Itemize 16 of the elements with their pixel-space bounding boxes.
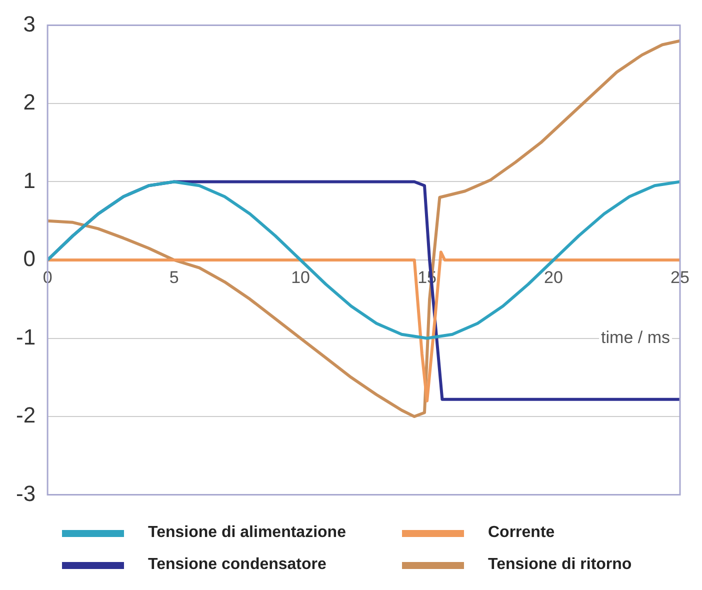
y-tick-label: 3 (23, 11, 36, 36)
legend-label: Tensione di alimentazione (148, 524, 346, 542)
x-axis-title: time / ms (601, 328, 670, 347)
legend-label: Tensione di ritorno (488, 556, 632, 574)
y-tick-label: 1 (23, 168, 36, 193)
y-tick-label: 0 (23, 246, 36, 272)
y-tick-label: -2 (16, 402, 36, 428)
x-tick-label: 20 (544, 268, 563, 287)
legend-label: Corrente (488, 524, 555, 542)
y-tick-label: -3 (16, 480, 36, 506)
y-tick-label: -1 (16, 324, 36, 350)
y-tick-label: 2 (23, 90, 36, 115)
x-tick-label: 25 (670, 268, 690, 287)
x-tick-label: 5 (169, 268, 179, 287)
x-tick-label: 10 (291, 268, 310, 287)
legend-label: Tensione condensatore (148, 556, 326, 574)
